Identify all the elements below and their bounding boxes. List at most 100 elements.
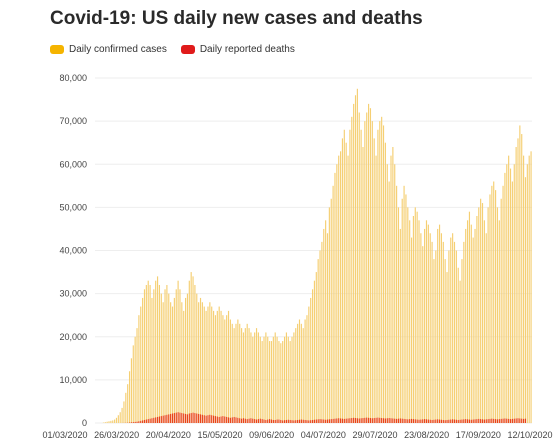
cases-bar <box>437 228 439 423</box>
deaths-bar <box>199 414 202 423</box>
deaths-bar <box>257 419 259 423</box>
cases-bar <box>420 233 422 423</box>
cases-bar <box>325 220 327 423</box>
deaths-bar <box>192 412 194 423</box>
deaths-bar <box>313 419 316 423</box>
cases-bar <box>289 341 291 423</box>
cases-bar <box>199 297 202 423</box>
deaths-bar <box>295 420 297 423</box>
deaths-bar <box>203 415 205 423</box>
deaths-bar <box>463 419 465 423</box>
deaths-bar <box>267 419 269 423</box>
deaths-bar <box>285 419 287 423</box>
legend-item-cases[interactable]: Daily confirmed cases <box>50 44 167 55</box>
cases-bar <box>226 315 228 423</box>
cases-bar <box>130 358 132 423</box>
deaths-bar <box>377 417 379 423</box>
deaths-bar <box>347 418 349 423</box>
deaths-bar <box>214 416 217 423</box>
deaths-bar <box>164 415 166 423</box>
deaths-bar <box>134 421 136 423</box>
deaths-bar <box>513 418 515 423</box>
cases-bar <box>132 345 134 423</box>
cases-bar <box>373 138 375 423</box>
deaths-bar <box>227 417 230 423</box>
legend-item-deaths[interactable]: Daily reported deaths <box>180 44 295 55</box>
cases-bar <box>252 336 254 423</box>
deaths-bar <box>364 417 366 423</box>
cases-bar <box>328 207 330 423</box>
cases-bar <box>201 302 203 423</box>
cases-bar <box>224 319 226 423</box>
cases-bar <box>285 332 287 423</box>
deaths-bar <box>386 418 388 423</box>
deaths-bar <box>409 419 411 423</box>
cases-bar <box>173 297 175 423</box>
cases-bar <box>379 121 381 423</box>
deaths-bar <box>368 417 370 423</box>
deaths-bar <box>298 419 301 423</box>
cases-bar <box>399 228 401 423</box>
cases-bar <box>353 103 355 423</box>
cases-bar <box>446 272 448 423</box>
deaths-bar <box>140 420 142 423</box>
cases-bar <box>487 207 489 423</box>
deaths-bar <box>216 416 218 423</box>
deaths-bar <box>476 419 478 423</box>
cases-bar <box>265 332 267 423</box>
cases-bar <box>504 172 506 423</box>
deaths-bar <box>166 414 168 423</box>
deaths-bar <box>218 416 220 423</box>
cases-bar <box>283 336 286 423</box>
deaths-bar <box>459 419 461 423</box>
deaths-bar <box>366 417 368 423</box>
deaths-bar <box>379 417 381 423</box>
cases-bar <box>175 289 177 423</box>
cases-bar <box>330 198 332 423</box>
cases-bar <box>310 297 312 423</box>
deaths-bar <box>399 418 401 423</box>
deaths-bar <box>435 419 437 423</box>
deaths-bar <box>481 419 484 423</box>
cases-bar <box>524 177 527 423</box>
deaths-bar <box>508 418 510 423</box>
cases-bar <box>530 151 532 423</box>
cases-bar <box>190 272 192 423</box>
deaths-bar <box>304 419 306 423</box>
deaths-bar <box>353 417 355 423</box>
cases-bar <box>110 420 112 423</box>
cases-bar <box>459 280 461 423</box>
cases-bar <box>257 332 259 423</box>
cases-bar <box>511 181 513 423</box>
deaths-bar <box>334 418 336 423</box>
x-tick-label: 15/05/2020 <box>197 430 242 440</box>
deaths-bar <box>336 418 338 423</box>
cases-bar <box>263 336 265 423</box>
cases-bar <box>483 220 485 423</box>
cases-bar <box>306 315 308 423</box>
cases-bar <box>341 138 344 423</box>
deaths-bar <box>280 419 282 423</box>
cases-bar <box>412 216 414 423</box>
deaths-bar <box>401 418 403 423</box>
cases-bar <box>319 250 321 423</box>
deaths-bar <box>158 416 161 423</box>
cases-bar <box>481 203 484 423</box>
deaths-bar <box>500 418 502 423</box>
cases-bar <box>147 280 149 423</box>
deaths-bar <box>300 419 302 423</box>
cases-bar <box>115 417 118 423</box>
x-tick-label: 09/06/2020 <box>249 430 294 440</box>
deaths-bar <box>151 418 153 423</box>
y-tick-label: 10,000 <box>59 375 87 385</box>
cases-bar <box>114 419 116 423</box>
y-axis-ticks: 0 10,000 20,000 30,000 40,000 50,000 60,000 70,… <box>59 73 87 428</box>
cases-bar <box>166 285 168 423</box>
cases-bar <box>198 302 200 423</box>
deaths-bars <box>121 412 527 423</box>
cases-bar <box>297 323 299 423</box>
cases-bar <box>431 241 433 423</box>
cases-bar <box>368 103 370 423</box>
y-tick-label: 40,000 <box>59 246 87 256</box>
cases-bar <box>158 285 161 423</box>
